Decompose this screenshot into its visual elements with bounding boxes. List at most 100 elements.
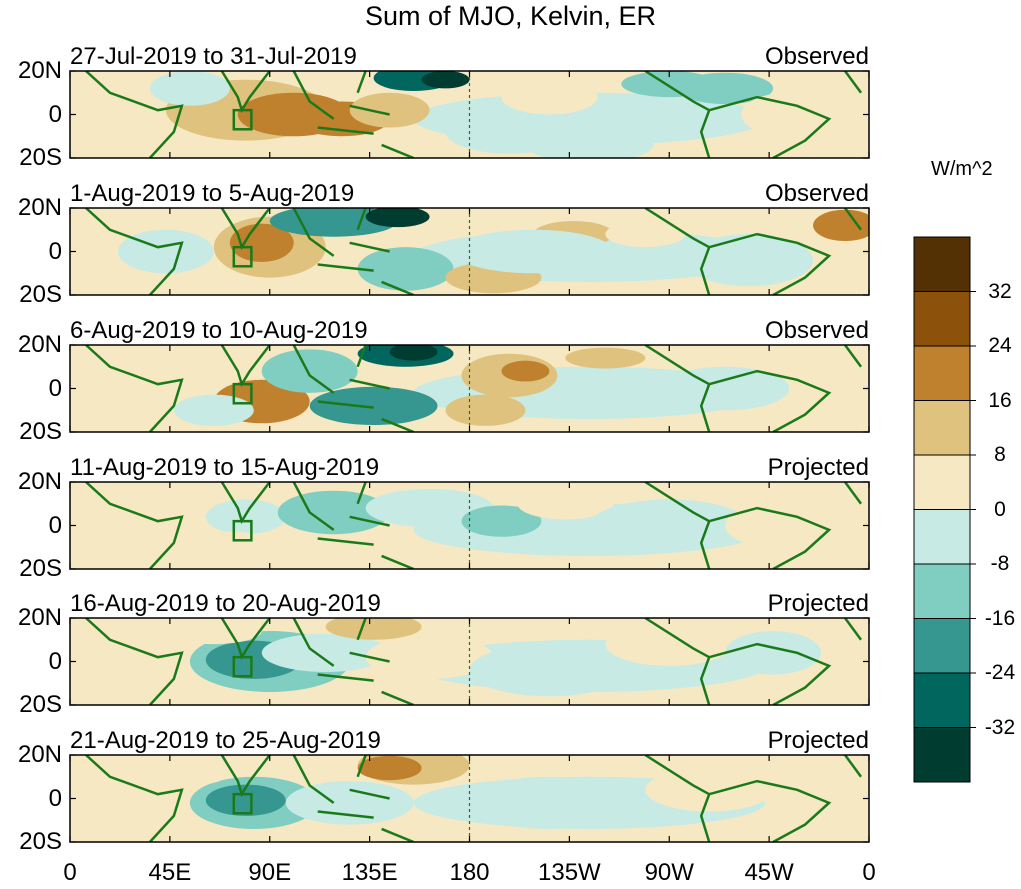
panel-status: Projected <box>767 454 869 481</box>
anomaly-region <box>445 394 526 426</box>
colorbar-units: W/m^2 <box>931 158 993 180</box>
panel-status: Projected <box>767 727 869 754</box>
anomaly-region <box>349 92 430 128</box>
lon-label: 0 <box>63 859 77 886</box>
lon-label: 90E <box>248 859 292 886</box>
lat-label: 20S <box>19 281 62 308</box>
map-panel <box>69 344 870 433</box>
africa-coastline <box>85 345 184 432</box>
anomaly-region <box>269 208 398 237</box>
anomaly-region <box>165 618 262 645</box>
maritime-continent-coastline <box>292 208 415 295</box>
americas-coastline <box>644 208 832 295</box>
lat-label: 20N <box>17 194 62 221</box>
map-panel <box>69 754 870 843</box>
index-box <box>232 792 253 815</box>
lon-label: 135E <box>341 859 398 886</box>
maritime-continent-coastline <box>292 618 415 705</box>
colorbar-label: 16 <box>988 388 1012 412</box>
colorbar-segment <box>913 345 971 401</box>
panel-status: Observed <box>764 43 869 70</box>
anomaly-region <box>173 394 254 426</box>
lat-label: 20N <box>17 468 62 495</box>
anomaly-region <box>261 349 358 393</box>
colorbar-segment <box>913 563 971 619</box>
lon-label: 180 <box>449 859 490 886</box>
anomaly-region <box>469 644 630 697</box>
anomaly-region <box>501 360 550 382</box>
maritime-continent-coastline <box>292 755 415 842</box>
anomaly-region <box>117 353 214 398</box>
lat-label: 0 <box>48 374 62 402</box>
maritime-continent-coastline <box>292 345 415 432</box>
panel-status: Observed <box>764 317 869 344</box>
lat-label: 20S <box>19 144 62 171</box>
lat-label: 0 <box>48 100 62 128</box>
index-box <box>232 655 253 678</box>
anomaly-region <box>357 247 454 291</box>
panel-date-range: 16-Aug-2019 to 20-Aug-2019 <box>70 590 381 617</box>
anomaly-region <box>389 345 438 361</box>
colorbar-segment <box>913 454 971 510</box>
anomaly-region <box>789 776 869 821</box>
anomaly-region <box>565 347 646 369</box>
americas-coastline <box>644 71 832 158</box>
anomaly-region <box>117 229 214 274</box>
anomaly-region <box>685 234 814 287</box>
americas-coastline <box>644 482 832 569</box>
africa-coastline-east <box>844 208 863 231</box>
colorbar-label: -16 <box>984 606 1016 630</box>
lat-label: 20S <box>19 828 62 855</box>
anomaly-region <box>277 490 390 535</box>
panel-date-range: 27-Jul-2019 to 31-Jul-2019 <box>70 43 357 70</box>
lat-label: 0 <box>48 237 62 265</box>
map-panel <box>69 70 870 159</box>
colorbar-segment <box>913 509 971 565</box>
panel-date-range: 21-Aug-2019 to 25-Aug-2019 <box>70 727 381 754</box>
lon-label: 45E <box>148 859 192 886</box>
africa-coastline <box>85 482 184 569</box>
anomaly-region <box>149 759 230 786</box>
anomaly-region <box>357 755 422 781</box>
index-box <box>232 245 253 268</box>
colorbar-label: 32 <box>988 279 1012 303</box>
anomaly-region <box>605 622 734 666</box>
anomaly-region <box>525 127 654 158</box>
index-box <box>232 382 253 405</box>
map-panel <box>69 617 870 706</box>
lat-label: 20N <box>17 57 62 84</box>
anomaly-region <box>365 208 430 228</box>
anomaly-region <box>741 92 838 137</box>
africa-coastline-east <box>844 345 863 368</box>
anomaly-region <box>517 488 614 520</box>
anomaly-region <box>677 72 774 105</box>
africa-coastline-east <box>844 71 863 94</box>
index-box <box>232 519 253 542</box>
anomaly-region <box>725 631 822 675</box>
map-panel <box>69 481 870 570</box>
lon-label: 90W <box>644 859 694 886</box>
lat-label: 20S <box>19 418 62 445</box>
anomaly-region <box>325 618 422 640</box>
anomaly-region <box>661 366 790 411</box>
colorbar-segment <box>913 236 971 292</box>
colorbar-label: -32 <box>984 715 1016 739</box>
lat-label: 20N <box>17 604 62 631</box>
map-panel <box>69 207 870 296</box>
anomaly-region <box>309 386 438 426</box>
anomaly-region <box>205 784 286 816</box>
africa-coastline <box>85 208 184 295</box>
panel-status: Observed <box>764 180 869 207</box>
anomaly-region <box>261 633 390 672</box>
anomaly-region <box>725 503 822 548</box>
africa-coastline <box>85 618 184 705</box>
anomaly-region <box>285 781 414 825</box>
panel-date-range: 1-Aug-2019 to 5-Aug-2019 <box>70 180 355 207</box>
lat-label: 20N <box>17 331 62 358</box>
anomaly-region <box>589 499 750 552</box>
africa-coastline-east <box>844 482 863 505</box>
panel-date-range: 6-Aug-2019 to 10-Aug-2019 <box>70 317 368 344</box>
lat-label: 0 <box>48 784 62 812</box>
colorbar-segment <box>913 618 971 674</box>
lat-label: 0 <box>48 511 62 539</box>
